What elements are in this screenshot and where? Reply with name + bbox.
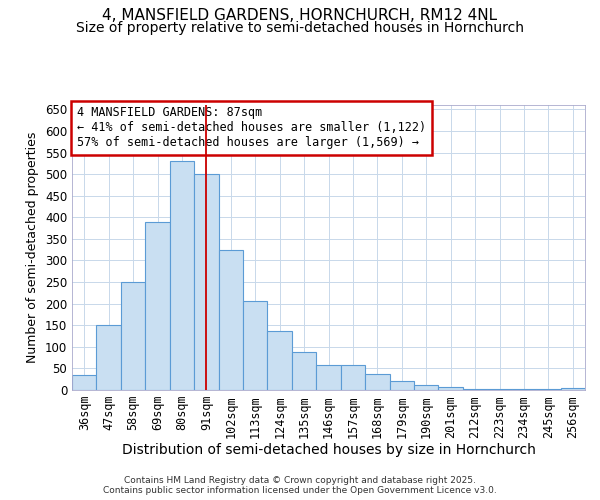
Bar [439, 386, 463, 390]
Bar [121, 282, 145, 390]
Bar [170, 161, 194, 390]
X-axis label: Distribution of semi-detached houses by size in Hornchurch: Distribution of semi-detached houses by … [122, 443, 535, 457]
Bar [194, 174, 218, 390]
Bar [365, 374, 389, 390]
Bar [97, 325, 121, 390]
Bar [72, 375, 97, 390]
Bar [218, 250, 243, 390]
Bar [145, 222, 170, 390]
Bar [536, 389, 560, 390]
Text: 4 MANSFIELD GARDENS: 87sqm
← 41% of semi-detached houses are smaller (1,122)
57%: 4 MANSFIELD GARDENS: 87sqm ← 41% of semi… [77, 106, 426, 150]
Bar [389, 382, 414, 390]
Text: Contains HM Land Registry data © Crown copyright and database right 2025.
Contai: Contains HM Land Registry data © Crown c… [103, 476, 497, 495]
Bar [463, 388, 487, 390]
Y-axis label: Number of semi-detached properties: Number of semi-detached properties [26, 132, 40, 363]
Bar [292, 352, 316, 390]
Bar [560, 388, 585, 390]
Bar [243, 300, 268, 390]
Text: Size of property relative to semi-detached houses in Hornchurch: Size of property relative to semi-detach… [76, 21, 524, 35]
Bar [341, 365, 365, 390]
Bar [487, 388, 512, 390]
Text: 4, MANSFIELD GARDENS, HORNCHURCH, RM12 4NL: 4, MANSFIELD GARDENS, HORNCHURCH, RM12 4… [103, 8, 497, 22]
Bar [268, 331, 292, 390]
Bar [512, 389, 536, 390]
Bar [414, 385, 439, 390]
Bar [316, 365, 341, 390]
